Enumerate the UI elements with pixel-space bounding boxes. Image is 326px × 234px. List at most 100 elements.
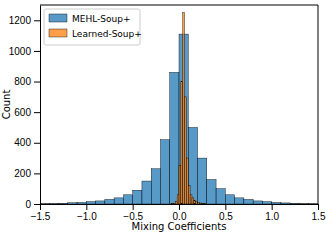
- frame: [40, 5, 318, 6]
- y-axis-title: Count: [1, 90, 12, 120]
- tick-label: −1.0: [77, 211, 97, 222]
- frame: [318, 5, 319, 204]
- bar: [262, 202, 271, 204]
- x-tick: 1.5: [312, 204, 326, 222]
- bar: [114, 198, 123, 204]
- bar: [309, 203, 318, 204]
- bar: [244, 199, 253, 204]
- tick-label: −1.5: [31, 211, 51, 222]
- tick-mark: [34, 20, 40, 21]
- bar: [192, 198, 194, 204]
- tick-label: 1.5: [312, 211, 326, 222]
- bar: [216, 189, 225, 204]
- tick-label: 1000: [9, 46, 32, 57]
- bar: [235, 198, 244, 204]
- x-tick: −1.0: [77, 204, 97, 222]
- tick-mark: [225, 204, 226, 210]
- y-tick: 0: [25, 199, 40, 210]
- bar: [133, 190, 142, 204]
- tick-mark: [133, 204, 134, 210]
- x-tick: 0.5: [219, 204, 233, 222]
- legend-swatch: [49, 14, 67, 22]
- chart: −1.5 −1.0 −0.5 0.0 0.5 1.0 1.5 0 200 400 600 800 100…: [0, 0, 326, 234]
- bar: [96, 201, 105, 204]
- tick-mark: [34, 51, 40, 52]
- y-tick: 200: [14, 168, 40, 179]
- y-tick: 1200: [9, 15, 40, 26]
- bar: [68, 203, 77, 204]
- bar: [160, 140, 169, 204]
- x-axis-title: Mixing Coefficients: [132, 221, 227, 232]
- bar: [173, 203, 175, 204]
- bar: [175, 202, 177, 204]
- bar: [225, 195, 234, 204]
- tick-mark: [34, 173, 40, 174]
- tick-mark: [86, 204, 87, 210]
- tick-label: 600: [14, 107, 31, 118]
- bar: [198, 202, 200, 204]
- tick-label: 400: [14, 137, 31, 148]
- bar: [290, 203, 299, 204]
- y-tick: 800: [14, 76, 40, 87]
- y-tick: 400: [14, 137, 40, 148]
- bar: [299, 203, 308, 204]
- bar: [183, 13, 185, 204]
- bar: [272, 202, 281, 204]
- bar: [177, 195, 179, 204]
- tick-mark: [272, 204, 273, 210]
- bar: [77, 202, 86, 204]
- legend: MEHL-Soup+Learned-Soup+: [44, 9, 142, 45]
- bar: [194, 200, 196, 204]
- bar: [188, 186, 190, 204]
- y-tick: 600: [14, 107, 40, 118]
- tick-mark: [34, 143, 40, 144]
- bar: [123, 195, 132, 204]
- bar: [40, 203, 49, 204]
- bar: [181, 82, 183, 204]
- tick-mark: [34, 204, 40, 205]
- tick-label: 1.0: [265, 211, 279, 222]
- legend-box: [44, 9, 140, 45]
- x-axis: −1.5 −1.0 −0.5 0.0 0.5 1.0 1.5: [31, 204, 326, 222]
- bar: [151, 169, 160, 204]
- axis-line: [40, 6, 41, 205]
- bar: [86, 202, 95, 204]
- bar: [207, 180, 216, 204]
- series-bars: [40, 34, 318, 204]
- bar: [170, 72, 179, 204]
- bar: [253, 201, 262, 204]
- bar: [281, 203, 290, 204]
- tick-label: 200: [14, 168, 31, 179]
- tick-mark: [34, 112, 40, 113]
- bar: [186, 158, 188, 204]
- bar: [190, 195, 192, 204]
- tick-label: 1200: [9, 15, 32, 26]
- legend-swatch: [49, 29, 67, 37]
- tick-label: 800: [14, 76, 31, 87]
- series-bars: [172, 13, 207, 204]
- x-tick: −0.5: [123, 204, 143, 222]
- y-axis: 0 200 400 600 800 1000 1200: [9, 6, 41, 210]
- x-tick: 1.0: [265, 204, 279, 222]
- legend-label: Learned-Soup+: [72, 29, 142, 39]
- bar: [59, 203, 68, 204]
- tick-mark: [179, 204, 180, 210]
- bar: [205, 203, 207, 204]
- bar: [198, 158, 207, 204]
- bar: [199, 203, 201, 204]
- bar: [188, 127, 197, 204]
- tick-label: 0: [25, 199, 31, 210]
- tick-mark: [34, 82, 40, 83]
- bar: [105, 199, 114, 204]
- bar: [179, 166, 181, 204]
- bar: [142, 181, 151, 204]
- bar: [196, 202, 198, 204]
- x-tick: 0.0: [173, 204, 187, 222]
- x-tick: −1.5: [31, 204, 51, 222]
- bar: [49, 203, 58, 204]
- bar: [172, 203, 174, 204]
- bar: [185, 97, 187, 204]
- tick-mark: [318, 204, 319, 210]
- bar: [170, 204, 172, 205]
- bar: [203, 203, 205, 204]
